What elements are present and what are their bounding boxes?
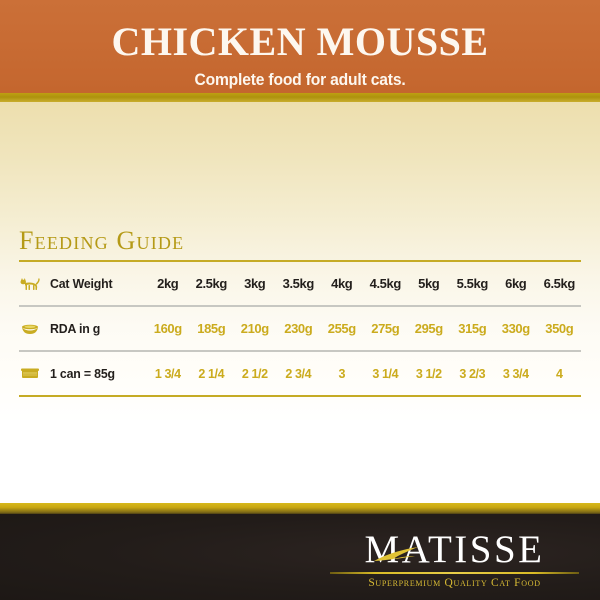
- brand-footer: MATISSE Superpremium Quality Cat Food: [0, 514, 600, 600]
- table-bottom-rule: [19, 395, 581, 397]
- table-top-rule: [19, 260, 581, 262]
- table-cell: 5.5kg: [456, 276, 489, 291]
- table-cell: 255g: [327, 321, 356, 336]
- table-rule: [19, 305, 581, 307]
- brand-tagline: Superpremium Quality Cat Food: [368, 577, 541, 589]
- row-label-cell: Cat Weight: [19, 275, 146, 293]
- table-cell: 160g: [153, 321, 182, 336]
- footer-gold-divider: [0, 503, 600, 514]
- row-label: RDA in g: [50, 321, 101, 336]
- table-cell: 3.5kg: [282, 276, 315, 291]
- brand-name-text: MATISSE: [364, 528, 545, 571]
- bowl-icon: [19, 320, 41, 338]
- row-label: 1 can = 85g: [50, 366, 115, 381]
- cat-icon: [19, 275, 41, 293]
- row-label-cell: RDA in g: [19, 320, 146, 338]
- table-cell: 210g: [240, 321, 269, 336]
- table-row: RDA in g 160g 185g 210g 230g 255g 275g 2…: [19, 307, 581, 350]
- page-title: CHICKEN MOUSSE: [111, 19, 489, 64]
- table-cell: 2kg: [157, 276, 179, 291]
- header-gold-divider: [0, 93, 600, 102]
- table-cell: 3 1/4: [372, 366, 399, 381]
- table-cell: 350g: [545, 321, 574, 336]
- product-header: CHICKEN MOUSSE Complete food for adult c…: [0, 0, 600, 93]
- table-cell: 230g: [284, 321, 313, 336]
- table-cell: 2 1/2: [241, 366, 268, 381]
- table-cell: 2 1/4: [198, 366, 225, 381]
- table-cell: 6.5kg: [543, 276, 576, 291]
- table-cell: 275g: [371, 321, 400, 336]
- page-subtitle: Complete food for adult cats.: [194, 70, 406, 89]
- feeding-guide-heading: Feeding Guide: [19, 226, 185, 255]
- table-cell: 1 3/4: [154, 366, 181, 381]
- table-cell: 4.5kg: [369, 276, 402, 291]
- table-cell: 315g: [458, 321, 487, 336]
- table-cell: 330g: [501, 321, 530, 336]
- can-icon: [19, 365, 41, 383]
- table-cell: 3 1/2: [415, 366, 442, 381]
- table-cell: 4: [555, 366, 563, 381]
- brand-name: MATISSE: [327, 530, 582, 569]
- table-cell: 3kg: [244, 276, 266, 291]
- row-label: Cat Weight: [50, 276, 113, 291]
- table-cell: 3 2/3: [459, 366, 486, 381]
- feeding-guide-table: Cat Weight 2kg 2.5kg 3kg 3.5kg 4kg 4.5kg…: [19, 260, 581, 397]
- body-background: [0, 102, 600, 503]
- table-cell: 2.5kg: [195, 276, 228, 291]
- table-row: 1 can = 85g 1 3/4 2 1/4 2 1/2 2 3/4 3 3 …: [19, 352, 581, 395]
- table-cell: 295g: [414, 321, 443, 336]
- table-cell: 6kg: [505, 276, 527, 291]
- table-cell: 5kg: [418, 276, 440, 291]
- table-cell: 185g: [197, 321, 226, 336]
- table-cell: 3 3/4: [502, 366, 529, 381]
- row-label-cell: 1 can = 85g: [19, 365, 146, 383]
- brand-logo: MATISSE Superpremium Quality Cat Food: [327, 530, 582, 589]
- table-cell: 3: [338, 366, 346, 381]
- brand-underline: [330, 572, 579, 574]
- table-cell: 2 3/4: [285, 366, 312, 381]
- table-cell: 4kg: [331, 276, 353, 291]
- table-rule: [19, 350, 581, 352]
- table-row: Cat Weight 2kg 2.5kg 3kg 3.5kg 4kg 4.5kg…: [19, 262, 581, 305]
